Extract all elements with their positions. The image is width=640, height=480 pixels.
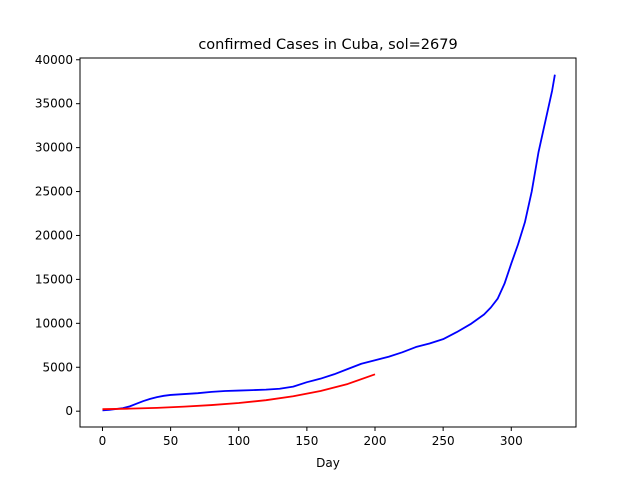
plot-area [80,58,576,427]
x-tick-label: 250 [432,434,455,448]
x-axis-label: Day [316,456,340,470]
y-tick-label: 30000 [35,141,73,155]
series-layer [102,74,556,412]
y-tick-label: 10000 [35,316,73,330]
y-tick-label: 40000 [35,53,73,67]
chart-title: confirmed Cases in Cuba, sol=2679 [198,37,457,53]
x-tick-label: 150 [295,434,318,448]
x-tick-label: 50 [163,434,178,448]
y-tick-label: 0 [65,404,73,418]
y-tick-label: 35000 [35,97,73,111]
y-tick-label: 15000 [35,272,73,286]
y-tick-label: 25000 [35,185,73,199]
y-tick-label: 5000 [42,360,73,374]
series-line-1 [102,74,556,412]
x-tick-label: 300 [500,434,523,448]
y-tick-label: 20000 [35,228,73,242]
x-tick-label: 100 [227,434,250,448]
series-line-2 [102,373,376,411]
x-tick-label: 0 [99,434,107,448]
x-tick-label: 200 [364,434,387,448]
plot-frame [79,57,577,428]
y-axis-ticks: 0 5000 10000 15000 20000 25000 30000 35000 40000 [35,53,80,418]
x-axis-ticks: 0 50 100 150 200 250 300 [99,427,523,448]
